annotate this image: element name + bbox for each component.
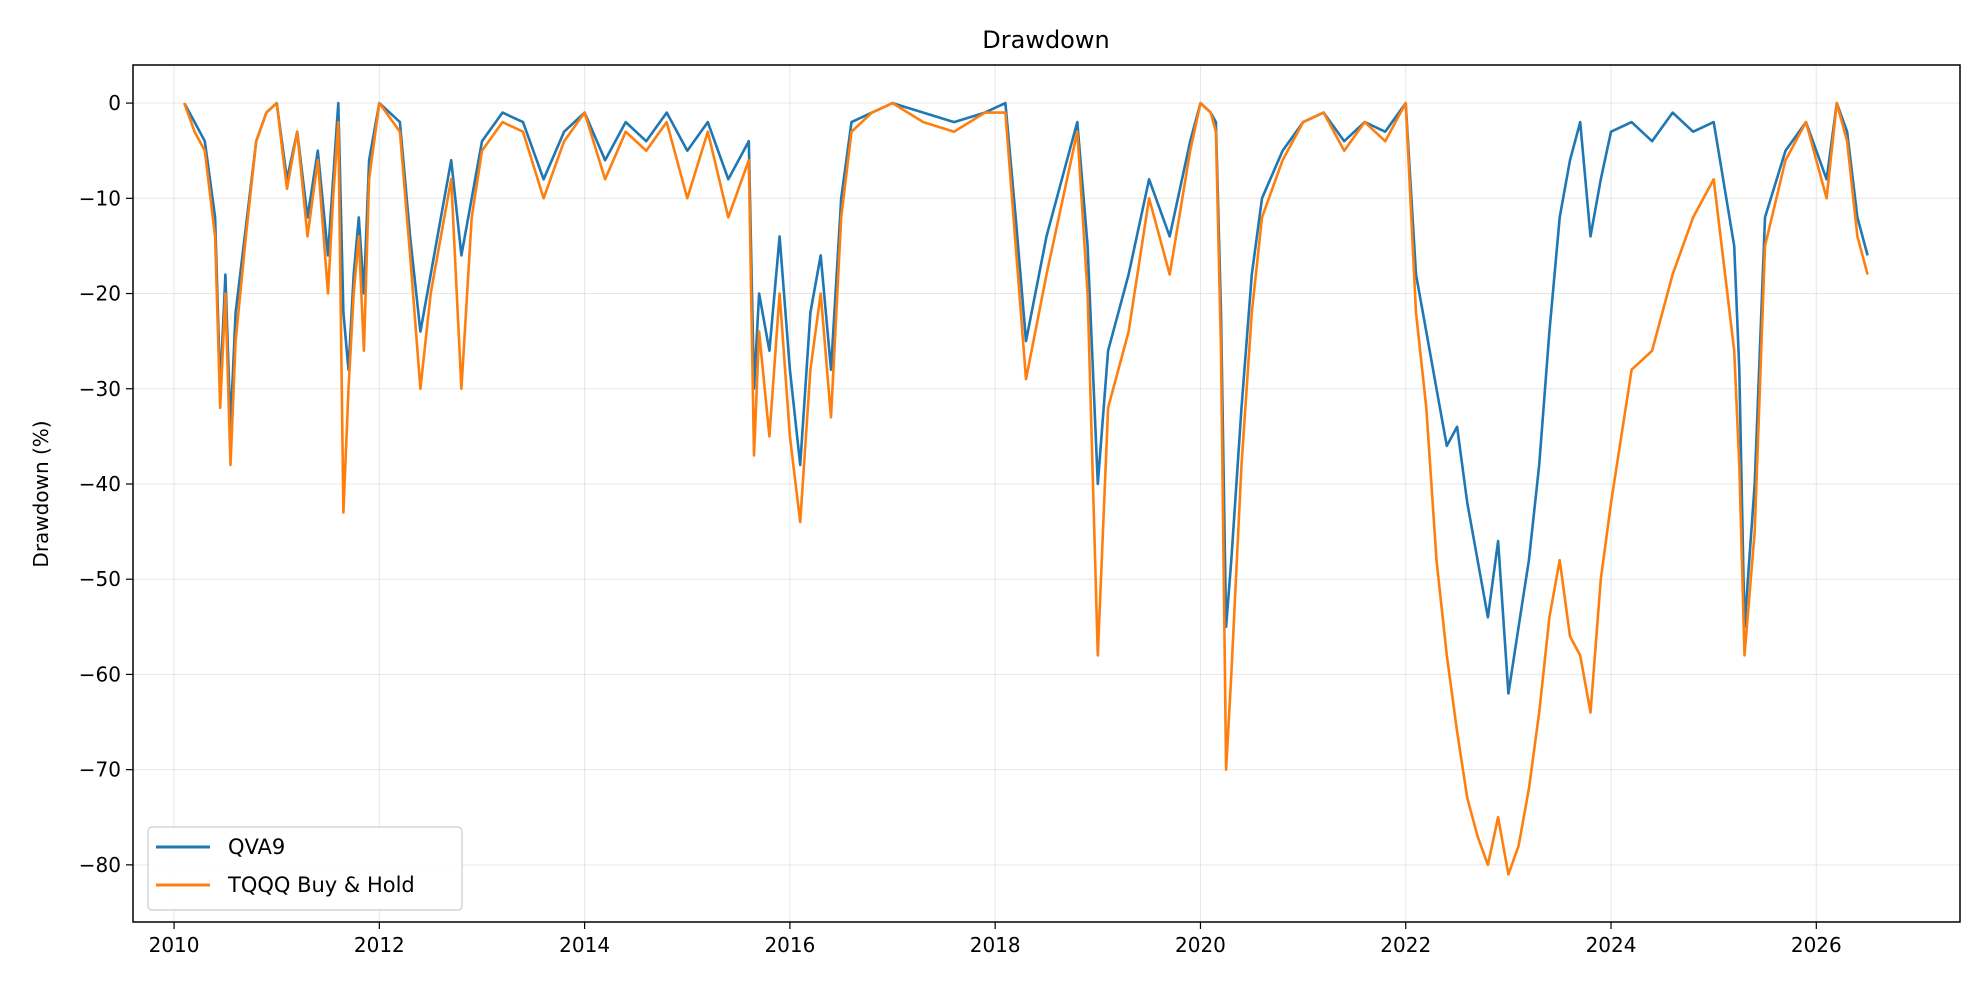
legend-box [147, 826, 463, 911]
chart-title: Drawdown [982, 26, 1109, 54]
x-tick-label: 2022 [1380, 933, 1431, 957]
y-tick-label: −60 [79, 662, 121, 686]
x-tick-label: 2024 [1586, 933, 1637, 957]
plot-frame [132, 64, 1961, 923]
y-tick-label: −50 [79, 567, 121, 591]
y-tick-label: 0 [108, 91, 121, 115]
x-tick-label: 2010 [149, 933, 200, 957]
series-layer [183, 101, 1869, 876]
y-tick-label: −10 [79, 186, 121, 210]
series-line-tqqq [183, 101, 1869, 876]
x-tick-label: 2020 [1175, 933, 1226, 957]
grid-lines [133, 65, 1960, 922]
axis-ticks: 2010 2012 2014 2016 2018 2020 2022 2024 2026 0 −10… [79, 91, 1842, 957]
legend-label-tqqq: TQQQ Buy & Hold [227, 873, 415, 897]
legend: QVA9 TQQQ Buy & Hold [147, 826, 463, 911]
y-tick-label: −40 [79, 472, 121, 496]
y-tick-label: −20 [79, 282, 121, 306]
y-tick-label: −80 [79, 853, 121, 877]
x-tick-label: 2014 [559, 933, 610, 957]
x-tick-label: 2018 [970, 933, 1021, 957]
x-tick-label: 2016 [764, 933, 815, 957]
x-tick-label: 2026 [1791, 933, 1842, 957]
legend-label-qva9: QVA9 [228, 835, 285, 859]
y-axis-label: Drawdown (%) [29, 420, 53, 567]
series-line-qva9 [183, 101, 1869, 695]
y-tick-label: −70 [79, 758, 121, 782]
x-tick-label: 2012 [354, 933, 405, 957]
y-tick-label: −30 [79, 377, 121, 401]
